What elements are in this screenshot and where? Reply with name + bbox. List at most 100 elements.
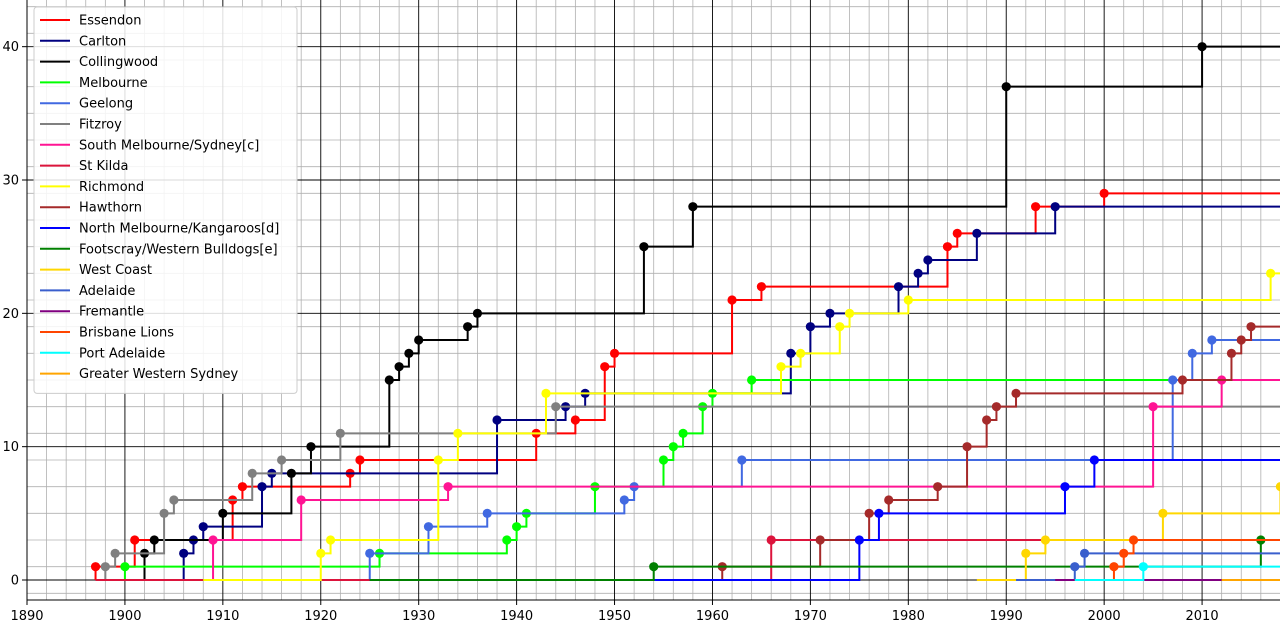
series-group (1074, 562, 1280, 581)
x-tick-label: 2000 (1088, 609, 1121, 624)
legend-label: West Coast (79, 263, 152, 278)
data-point (1226, 348, 1237, 358)
data-point (1266, 268, 1276, 278)
data-point (463, 322, 473, 332)
data-point (1109, 562, 1119, 572)
series-group (95, 42, 1280, 581)
data-point (365, 548, 375, 558)
data-point (972, 228, 982, 238)
data-point (443, 482, 453, 492)
y-tick-label: 20 (2, 307, 19, 322)
legend-label: Carlton (79, 34, 126, 49)
data-point (100, 562, 110, 572)
legend-label: Port Adelaide (79, 346, 165, 361)
data-point (1275, 482, 1280, 492)
data-point (678, 428, 688, 438)
legend-label: Greater Western Sydney (79, 367, 239, 382)
series-line (95, 405, 1280, 581)
x-tick-label: 1910 (206, 609, 239, 624)
data-point (1001, 82, 1011, 92)
data-point (492, 415, 502, 425)
data-point (991, 402, 1002, 412)
data-point (1089, 455, 1099, 465)
data-point (815, 535, 825, 545)
data-point (1021, 548, 1031, 558)
data-point (776, 362, 786, 372)
legend-label: Essendon (79, 14, 141, 29)
data-point (1168, 375, 1178, 385)
legend-label: South Melbourne/Sydney[c] (79, 138, 259, 153)
legend-label: Geelong (79, 97, 133, 112)
legend: Essendon Carlton Collingwood Melbourne Geelo… (33, 6, 298, 394)
data-point (874, 508, 884, 518)
data-point (903, 295, 913, 305)
data-point (913, 268, 923, 278)
data-point (325, 535, 336, 545)
data-point (1246, 322, 1256, 332)
data-point (737, 455, 747, 465)
series-line (1221, 579, 1280, 581)
data-point (1050, 202, 1060, 212)
x-tick-label: 1990 (990, 609, 1023, 624)
y-tick-label: 0 (11, 574, 19, 589)
series-group (95, 375, 1280, 581)
series-layer (90, 42, 1280, 581)
data-point (1158, 508, 1168, 518)
data-point (90, 562, 101, 572)
data-point (414, 335, 424, 345)
data-point (864, 508, 874, 518)
series-group (369, 322, 1280, 581)
data-point (423, 522, 434, 532)
data-point (179, 548, 189, 558)
data-point (982, 415, 992, 425)
series-group (95, 402, 1280, 581)
x-tick-label: 1920 (304, 609, 337, 624)
legend-label: Brisbane Lions (79, 326, 174, 341)
data-point (854, 535, 864, 545)
tick-labels: 1890 1900 1910 1920 1930 1940 1950 1960 1970 1980… (2, 40, 1219, 624)
x-tick-label: 1890 (10, 609, 43, 624)
x-tick-label: 2010 (1186, 609, 1219, 624)
data-point (1138, 562, 1148, 572)
x-tick-label: 1980 (892, 609, 925, 624)
legend-label: Hawthorn (79, 201, 142, 216)
data-point (609, 348, 620, 358)
data-point (1099, 188, 1109, 198)
series-line (95, 45, 1280, 581)
data-point (1011, 388, 1021, 398)
y-tick-label: 40 (2, 40, 19, 55)
data-point (952, 228, 962, 238)
data-point (1207, 335, 1217, 345)
data-point (1040, 535, 1050, 545)
data-point (668, 442, 678, 452)
data-point (805, 322, 815, 332)
legend-label: Fremantle (79, 305, 144, 320)
data-point (482, 508, 492, 518)
data-point (159, 508, 169, 518)
data-point (893, 282, 904, 292)
data-point (404, 348, 414, 358)
data-point (942, 242, 953, 252)
legend-label: Fitzroy (79, 118, 122, 133)
data-point (306, 442, 316, 452)
data-point (639, 242, 649, 252)
data-point (257, 482, 267, 492)
x-tick-label: 1930 (402, 609, 435, 624)
legend-label: Adelaide (79, 284, 135, 299)
data-point (825, 308, 835, 318)
data-point (218, 508, 228, 518)
data-point (316, 548, 326, 558)
legend-box (33, 6, 298, 394)
data-point (786, 348, 796, 358)
data-point (570, 415, 580, 425)
series-group (369, 455, 1280, 581)
data-point (169, 495, 179, 505)
data-point (1031, 202, 1041, 212)
data-point (237, 482, 248, 492)
y-tick-label: 10 (2, 440, 19, 455)
series-line (369, 459, 1280, 581)
data-point (355, 455, 365, 465)
data-point (962, 442, 972, 452)
series-group (1074, 535, 1280, 581)
